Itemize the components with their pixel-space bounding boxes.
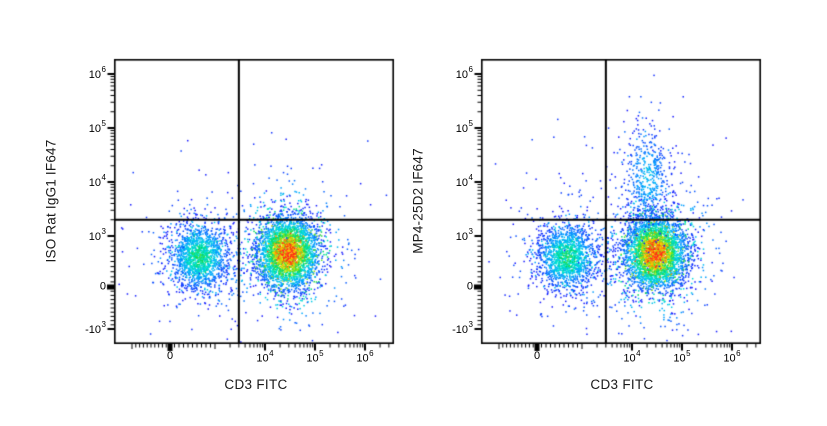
x-tick-label: 106: [723, 349, 741, 365]
flow-plot-canvas-left: [100, 58, 408, 358]
y-tick-label: -103: [452, 320, 473, 336]
x-tick-label: 106: [356, 349, 374, 365]
x-tick-label: 104: [623, 349, 641, 365]
x-tick-label: 104: [256, 349, 274, 365]
x-tick-label: 0: [166, 350, 174, 362]
y-tick-label: -103: [85, 320, 106, 336]
x-tick-label: 0: [533, 350, 541, 362]
x-tick-label: 105: [673, 349, 691, 365]
y-tick-label: 105: [455, 119, 473, 135]
y-tick-label: 0: [466, 280, 473, 293]
y-tick-label: 103: [88, 227, 106, 243]
x-axis-label-right: CD3 FITC: [590, 377, 654, 392]
y-axis-label-right: MP4-25D2 IF647: [410, 148, 426, 254]
y-axis-label-left: ISO Rat IgG1 IF647: [43, 139, 59, 263]
y-tick-label: 106: [88, 65, 106, 81]
x-tick-label: 105: [306, 349, 324, 365]
y-tick-label: 104: [88, 173, 106, 189]
y-tick-label: 105: [88, 119, 106, 135]
y-tick-label: 104: [455, 173, 473, 189]
y-tick-label: 0: [99, 280, 106, 293]
y-tick-label: 106: [455, 65, 473, 81]
flow-plot-canvas-right: [467, 58, 775, 358]
x-axis-label-left: CD3 FITC: [224, 377, 288, 392]
y-tick-label: 103: [455, 227, 473, 243]
